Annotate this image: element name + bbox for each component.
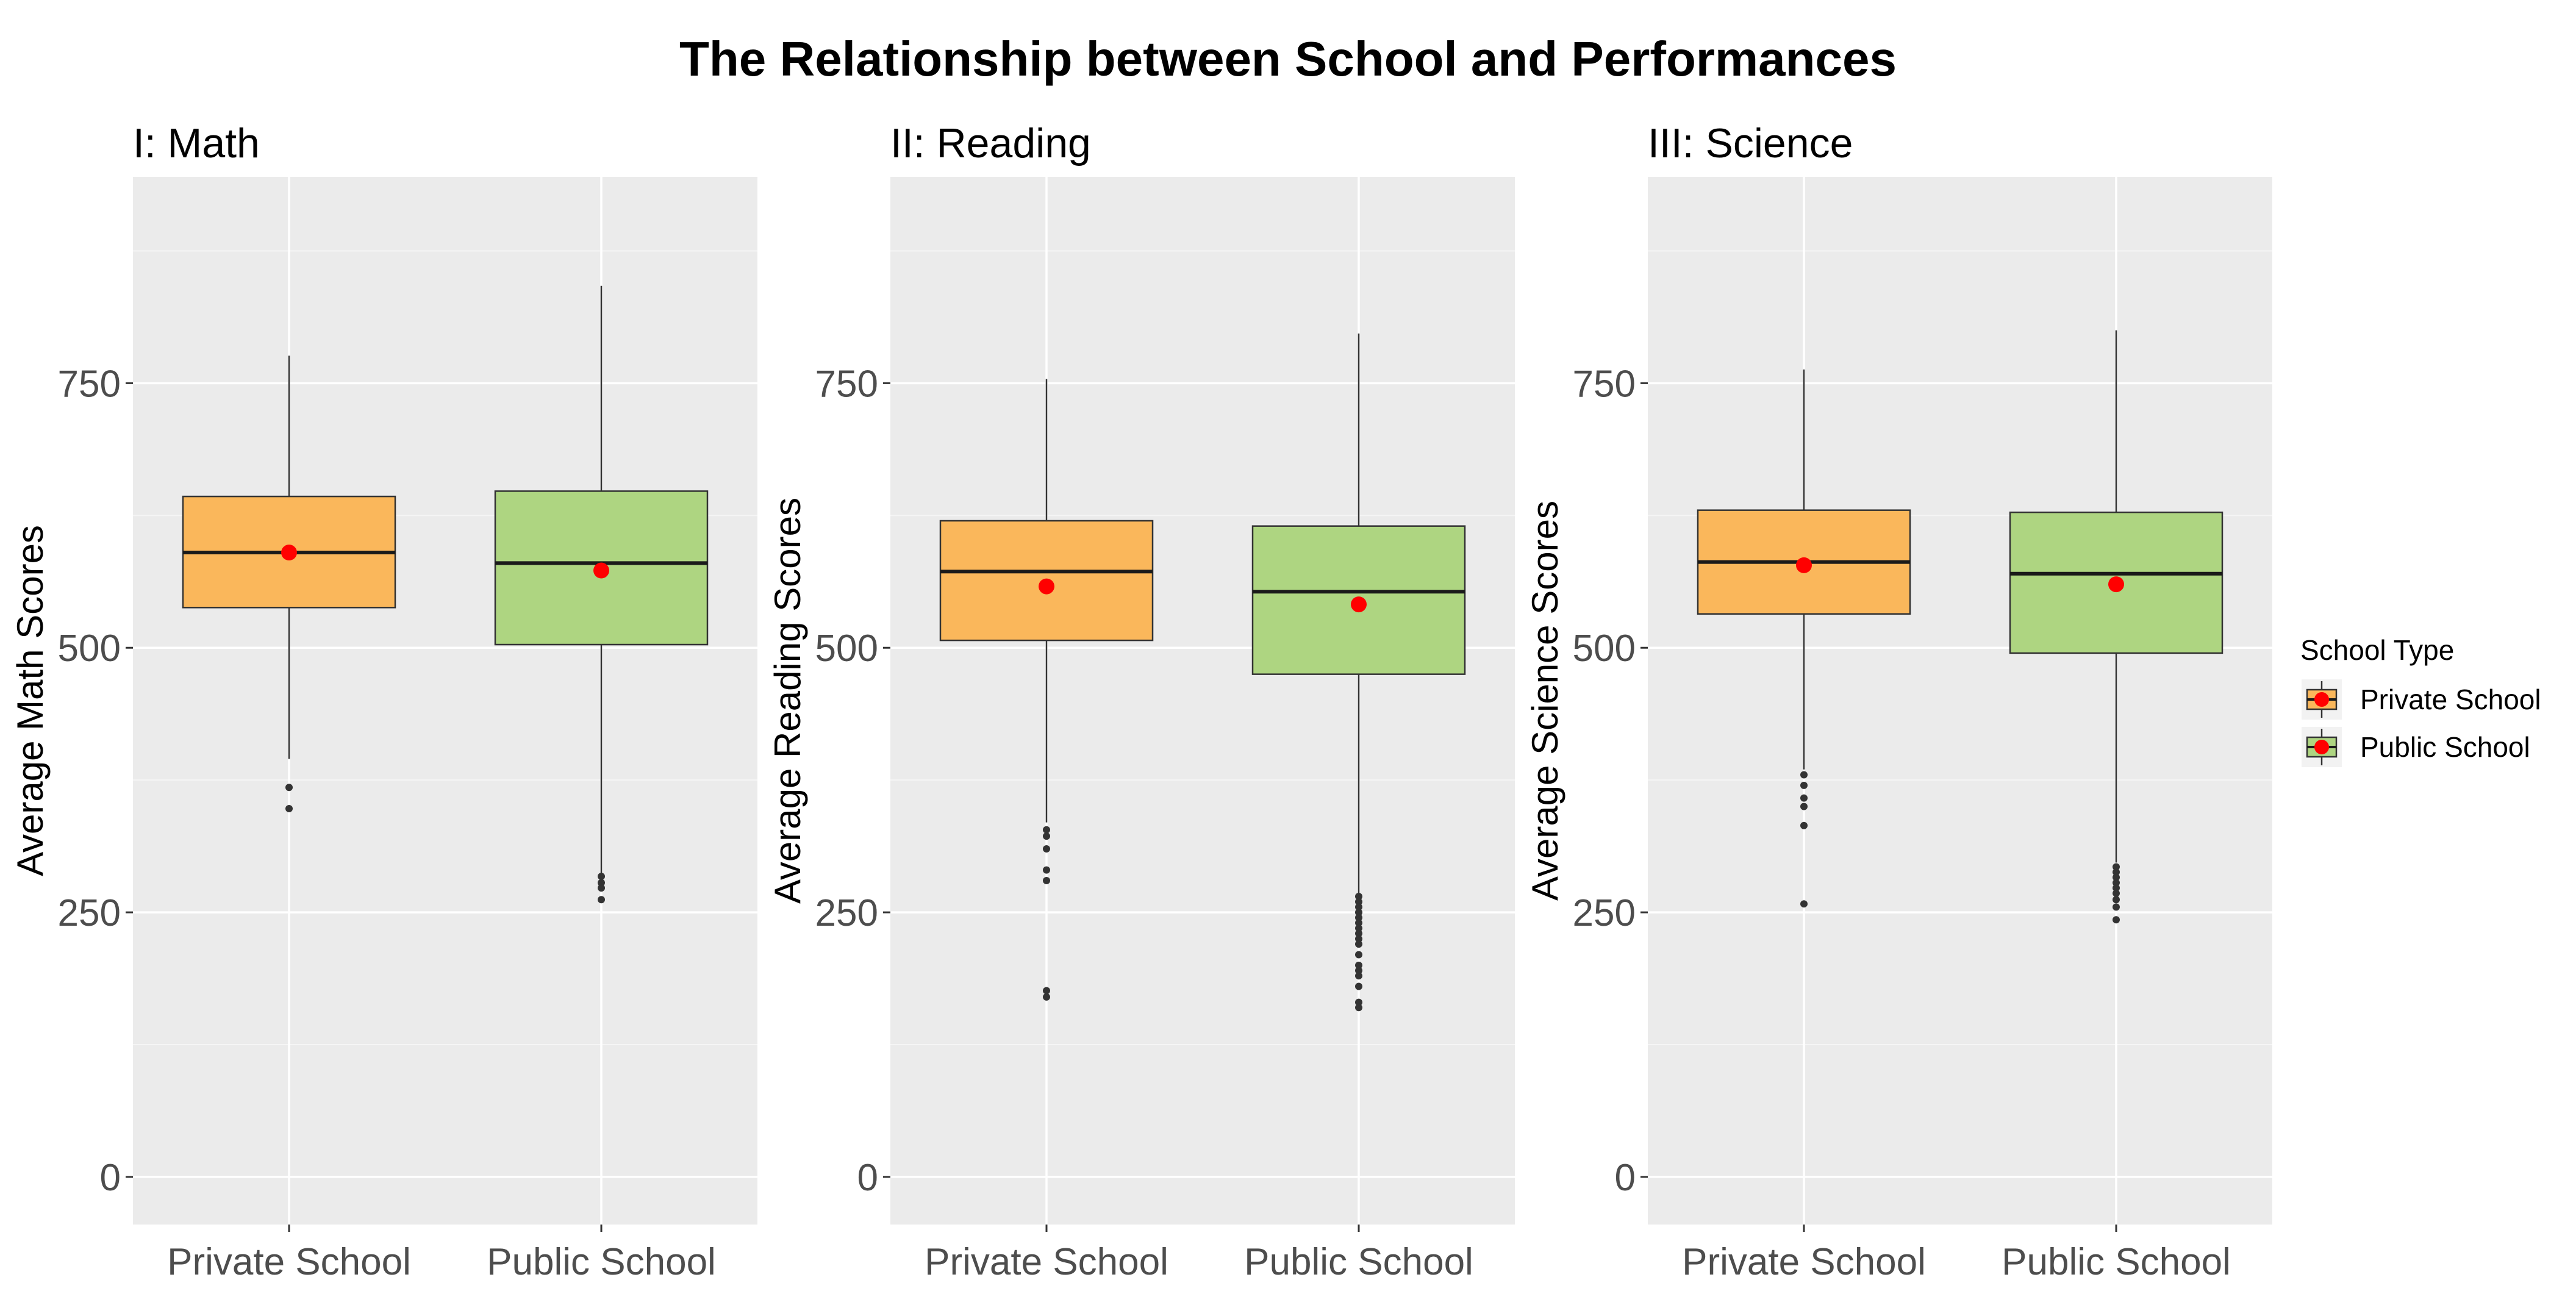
outlier-point xyxy=(1355,982,1362,990)
boxplot-1 xyxy=(2009,330,2224,924)
panel-1: 0 250 500 750 Private School Public School I: … xyxy=(10,120,757,1283)
panel-title: II: Reading xyxy=(890,120,1091,166)
outlier-point xyxy=(1800,794,1808,802)
outlier-point xyxy=(1355,967,1362,975)
y-tick-label: 0 xyxy=(1615,1157,1636,1199)
boxplot-1 xyxy=(494,285,709,904)
outlier-point xyxy=(1355,909,1362,917)
panel-2: 0 250 500 750 Private School Public School II:… xyxy=(767,120,1515,1283)
boxplot-0 xyxy=(939,379,1154,1001)
outlier-point xyxy=(1355,919,1362,927)
outlier-point xyxy=(1800,771,1808,779)
outlier-point xyxy=(1043,866,1050,874)
outlier-point xyxy=(1043,826,1050,834)
x-tick-label: Public School xyxy=(1244,1241,1473,1283)
y-tick-label: 250 xyxy=(1573,892,1636,934)
mean-point xyxy=(1039,578,1054,595)
outlier-point xyxy=(2113,873,2120,881)
outlier-point xyxy=(1355,935,1362,943)
outlier-point xyxy=(1355,914,1362,921)
outlier-point xyxy=(1043,845,1050,853)
y-tick-label: 750 xyxy=(815,363,878,405)
outlier-point xyxy=(1043,993,1050,1001)
outlier-point xyxy=(1355,903,1362,911)
outlier-point xyxy=(1043,877,1050,885)
x-tick-label: Private School xyxy=(925,1241,1168,1283)
legend: School Type Private School Public School xyxy=(2300,634,2541,767)
legend-label: Private School xyxy=(2360,684,2541,715)
outlier-point xyxy=(1355,893,1362,901)
panel-background xyxy=(133,177,757,1225)
outlier-point xyxy=(2113,863,2120,871)
y-tick-label: 500 xyxy=(58,628,121,670)
mean-point xyxy=(281,545,297,561)
panel-title: I: Math xyxy=(133,120,260,166)
y-axis-label: Average Science Scores xyxy=(1525,501,1565,901)
y-tick-label: 250 xyxy=(58,892,121,934)
outlier-point xyxy=(285,784,293,792)
y-axis-label: Average Math Scores xyxy=(10,525,51,876)
outlier-point xyxy=(2113,896,2120,904)
outlier-point xyxy=(2113,879,2120,887)
legend-title: School Type xyxy=(2300,634,2454,666)
panel-title: III: Science xyxy=(1648,120,1853,166)
outlier-point xyxy=(1800,781,1808,789)
x-tick-label: Public School xyxy=(487,1241,716,1283)
x-tick-label: Private School xyxy=(167,1241,411,1283)
outlier-point xyxy=(1800,900,1808,908)
y-tick-label: 500 xyxy=(1573,628,1636,670)
outlier-point xyxy=(1355,940,1362,948)
outlier-point xyxy=(2113,889,2120,897)
boxplot-0 xyxy=(1697,369,1911,908)
y-tick-label: 750 xyxy=(58,363,121,405)
legend-key-mean xyxy=(2314,692,2329,707)
mean-point xyxy=(1796,557,1812,573)
y-tick-label: 500 xyxy=(815,628,878,670)
boxplot-0 xyxy=(182,356,396,813)
outlier-point xyxy=(1043,987,1050,995)
outlier-point xyxy=(2113,916,2120,924)
outlier-point xyxy=(598,879,605,887)
y-axis-label: Average Reading Scores xyxy=(767,498,808,904)
legend-item-0: Private School xyxy=(2302,679,2541,720)
outlier-point xyxy=(1800,821,1808,829)
outlier-point xyxy=(1355,1004,1362,1012)
outlier-point xyxy=(1043,832,1050,840)
outlier-point xyxy=(598,896,605,904)
panels: 0 250 500 750 Private School Public School I: … xyxy=(10,120,2272,1283)
outlier-point xyxy=(1355,998,1362,1006)
outlier-point xyxy=(285,805,293,813)
x-tick-label: Public School xyxy=(2002,1241,2231,1283)
outlier-point xyxy=(598,884,605,892)
outlier-point xyxy=(1355,961,1362,969)
legend-item-1: Public School xyxy=(2302,727,2530,767)
outlier-point xyxy=(1800,803,1808,810)
y-tick-label: 0 xyxy=(857,1157,878,1199)
chart-title: The Relationship between School and Perf… xyxy=(679,32,1897,86)
legend-key-mean xyxy=(2314,740,2329,754)
mean-point xyxy=(1351,596,1367,613)
outlier-point xyxy=(1355,924,1362,932)
outlier-point xyxy=(2113,884,2120,892)
boxplot-1 xyxy=(1251,333,1466,1012)
mean-point xyxy=(593,562,609,579)
outlier-point xyxy=(1355,929,1362,937)
outlier-point xyxy=(1355,951,1362,959)
outlier-point xyxy=(1355,972,1362,980)
y-tick-label: 250 xyxy=(815,892,878,934)
outlier-point xyxy=(2113,903,2120,911)
panel-3: 0 250 500 750 Private School Public School III… xyxy=(1525,120,2272,1283)
panel-background xyxy=(1648,177,2272,1225)
legend-label: Public School xyxy=(2360,731,2530,763)
panel-background xyxy=(890,177,1515,1225)
x-tick-label: Private School xyxy=(1682,1241,1926,1283)
outlier-point xyxy=(598,873,605,881)
outlier-point xyxy=(1355,898,1362,906)
y-tick-label: 0 xyxy=(100,1157,121,1199)
y-tick-label: 750 xyxy=(1573,363,1636,405)
mean-point xyxy=(2108,576,2124,593)
outlier-point xyxy=(2113,868,2120,876)
